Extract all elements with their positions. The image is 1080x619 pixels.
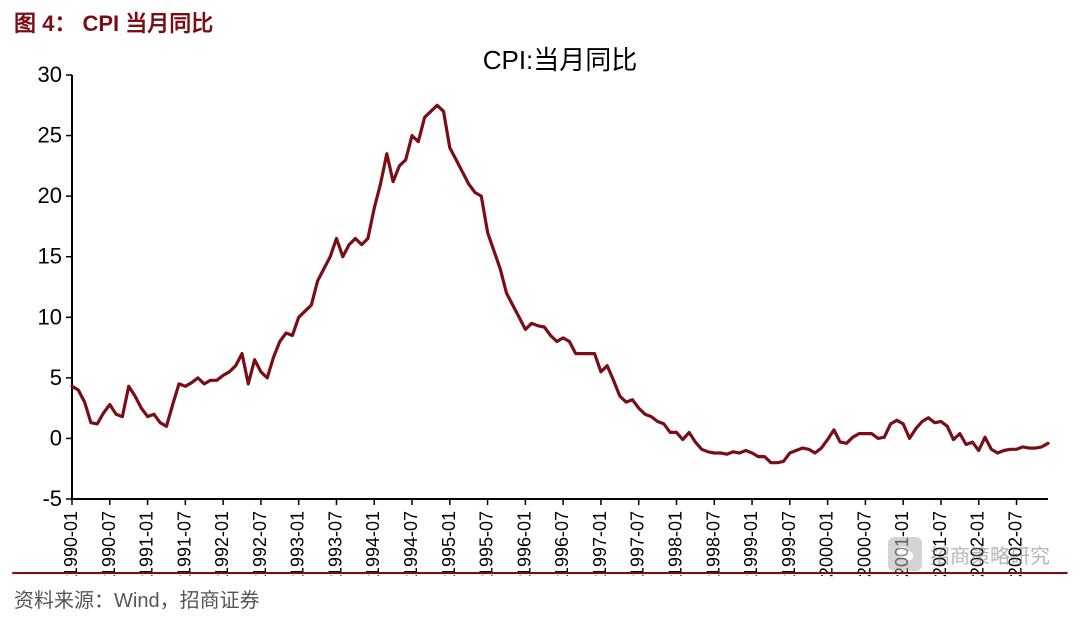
svg-text:1996-01: 1996-01 xyxy=(514,511,534,577)
svg-text:1995-07: 1995-07 xyxy=(477,511,497,577)
source-text: 资料来源：Wind，招商证券 xyxy=(14,584,260,613)
svg-text:30: 30 xyxy=(38,62,62,87)
wechat-icon xyxy=(888,537,922,571)
svg-text:1995-01: 1995-01 xyxy=(439,511,459,577)
svg-text:1990-01: 1990-01 xyxy=(61,511,81,577)
svg-text:1993-07: 1993-07 xyxy=(325,511,345,577)
svg-text:5: 5 xyxy=(50,365,62,390)
svg-text:1991-07: 1991-07 xyxy=(174,511,194,577)
svg-text:1994-01: 1994-01 xyxy=(363,511,383,577)
svg-text:1992-07: 1992-07 xyxy=(250,511,270,577)
svg-text:25: 25 xyxy=(38,123,62,148)
watermark-text: 招商策略研究 xyxy=(930,540,1050,569)
svg-text:1998-07: 1998-07 xyxy=(703,511,723,577)
svg-text:-5: -5 xyxy=(42,486,62,511)
svg-text:15: 15 xyxy=(38,244,62,269)
svg-text:CPI:当月同比: CPI:当月同比 xyxy=(483,45,638,75)
svg-text:1997-01: 1997-01 xyxy=(590,511,610,577)
figure-title-text: CPI 当月同比 xyxy=(82,11,213,36)
svg-text:1996-07: 1996-07 xyxy=(552,511,572,577)
svg-text:1993-01: 1993-01 xyxy=(288,511,308,577)
svg-text:10: 10 xyxy=(38,304,62,329)
svg-text:1998-01: 1998-01 xyxy=(665,511,685,577)
chart-area: -5 0 5 10 15 20 25 30 1990-01 1990-07 1991-01 1991-… xyxy=(12,40,1068,579)
svg-text:1990-07: 1990-07 xyxy=(99,511,119,577)
source-rule xyxy=(12,572,1068,575)
svg-text:20: 20 xyxy=(38,183,62,208)
watermark: 招商策略研究 xyxy=(888,537,1050,571)
line-chart: -5 0 5 10 15 20 25 30 1990-01 1990-07 1991-01 1991-… xyxy=(12,40,1068,579)
svg-text:0: 0 xyxy=(50,425,62,450)
svg-text:1991-01: 1991-01 xyxy=(137,511,157,577)
svg-text:1997-07: 1997-07 xyxy=(628,511,648,577)
svg-text:2000-01: 2000-01 xyxy=(817,511,837,577)
svg-text:1994-07: 1994-07 xyxy=(401,511,421,577)
figure-label: 图 4： xyxy=(14,11,76,36)
svg-text:1999-01: 1999-01 xyxy=(741,511,761,577)
svg-text:1992-01: 1992-01 xyxy=(212,511,232,577)
figure-title: 图 4： CPI 当月同比 xyxy=(14,6,213,38)
svg-text:1999-07: 1999-07 xyxy=(779,511,799,577)
svg-text:2000-07: 2000-07 xyxy=(854,511,874,577)
